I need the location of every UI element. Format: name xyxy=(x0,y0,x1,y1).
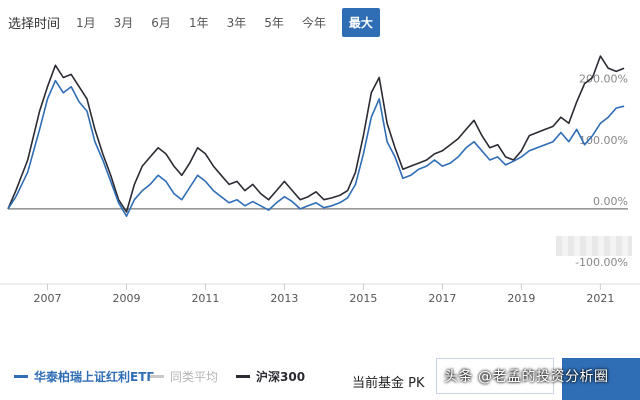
y-tick-label: 100.00% xyxy=(579,134,628,147)
range-option-3y[interactable]: 3年 xyxy=(226,15,247,30)
series-line-etf xyxy=(7,79,625,217)
legend-swatch-etf xyxy=(14,375,28,378)
performance-chart-svg: -100.00% 0.00% 100.00% 200.00% 2007 2009 2011 2… xyxy=(0,55,640,305)
range-option-6m[interactable]: 6月 xyxy=(151,15,171,30)
pk-fund-input[interactable] xyxy=(436,358,554,394)
y-tick-label: 200.00% xyxy=(579,73,628,86)
y-tick-label: 0.00% xyxy=(593,195,628,208)
blurred-label xyxy=(556,236,632,256)
y-tick-label: -100.00% xyxy=(575,256,628,269)
range-option-max[interactable]: 最大 xyxy=(341,7,380,37)
range-option-1m[interactable]: 1月 xyxy=(76,15,96,30)
x-tick-label: 2007 xyxy=(33,292,61,305)
range-option-1y[interactable]: 1年 xyxy=(188,15,209,30)
chart-legend: 华泰柏瑞上证红利ETF 同类平均 沪深300 xyxy=(0,356,640,396)
legend-label-etf: 华泰柏瑞上证红利ETF xyxy=(34,370,155,384)
legend-item-peer-avg[interactable]: 同类平均 xyxy=(150,368,218,385)
performance-chart: -100.00% 0.00% 100.00% 200.00% 2007 2009 2011 2… xyxy=(0,40,640,310)
x-tick-label: 2011 xyxy=(191,292,219,305)
range-option-ytd[interactable]: 今年 xyxy=(301,15,326,30)
legend-swatch-hs300 xyxy=(236,375,250,378)
x-tick-label: 2015 xyxy=(349,292,377,305)
x-tick-label: 2019 xyxy=(507,292,535,305)
time-range-label: 选择时间 xyxy=(8,16,61,32)
x-tick-label: 2009 xyxy=(112,292,140,305)
pk-label: 当前基金 PK xyxy=(352,376,425,391)
x-tick-label: 2021 xyxy=(586,292,614,305)
range-option-3m[interactable]: 3月 xyxy=(113,15,134,30)
time-range-selector: 选择时间 1月 3月 6月 1年 3年 5年 今年 最大 xyxy=(0,7,640,37)
pk-button[interactable] xyxy=(562,358,640,400)
range-option-5y[interactable]: 5年 xyxy=(264,15,284,30)
legend-item-hs300[interactable]: 沪深300 xyxy=(236,368,305,385)
series-line-hs300 xyxy=(7,55,625,213)
legend-swatch-peer-avg xyxy=(150,375,164,378)
legend-item-etf[interactable]: 华泰柏瑞上证红利ETF xyxy=(14,368,155,385)
x-tick-label: 2017 xyxy=(428,292,456,305)
watermark: 头条 @老孟的投资分析圈 xyxy=(444,369,609,385)
x-tick-label: 2013 xyxy=(270,292,298,305)
legend-label-hs300: 沪深300 xyxy=(256,370,306,384)
legend-label-peer-avg: 同类平均 xyxy=(170,370,219,384)
